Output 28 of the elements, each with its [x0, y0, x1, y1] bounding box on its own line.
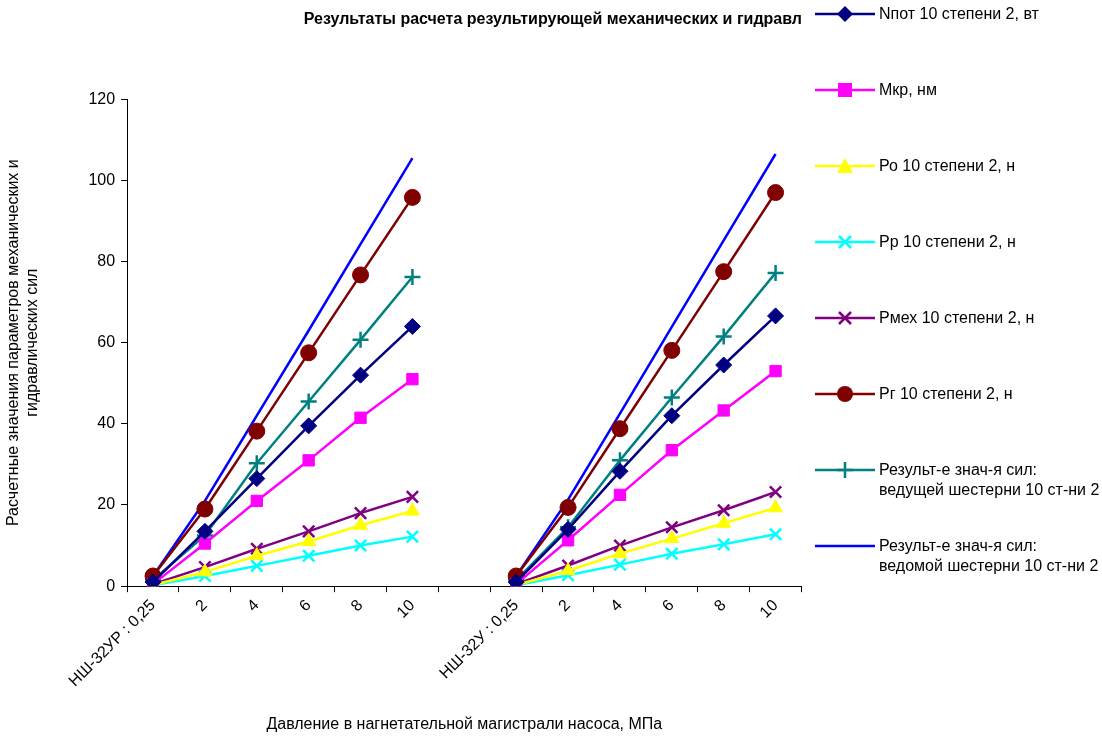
x-tick-label: 6 [295, 596, 314, 615]
x-tick-label: 10 [756, 596, 781, 621]
y-tick-label: 120 [88, 89, 116, 107]
legend-label: Рр 10 степени 2, н [879, 232, 1016, 252]
legend-label: Мкр, нм [879, 80, 937, 100]
y-tick-label: 60 [97, 333, 116, 351]
y-tick-label: 80 [97, 251, 116, 269]
chart-title: Результаты расчета результирующей механических и гидравл [303, 10, 802, 28]
x-tick-label: 2 [554, 596, 574, 615]
y-tick-label: 0 [106, 576, 116, 594]
x-tick-label: 8 [710, 596, 729, 615]
x-axis-title: Давление в нагнетательной магистрали насоса, МПа [266, 714, 663, 732]
x-tick-label: 4 [243, 596, 263, 615]
x-tick-label: 2 [191, 596, 211, 615]
legend-label: Рмех 10 степени 2, н [879, 308, 1035, 328]
legend-label: Рг 10 степени 2, н [879, 384, 1013, 404]
y-tick-label: 100 [88, 170, 116, 188]
legend-label: Nпот 10 степени 2, вт [879, 4, 1039, 24]
legend-label: Результ-е знач-я сил: ведомой шестерни 10 ст-ни 2 [879, 536, 1100, 576]
x-tick-label: 10 [393, 596, 418, 621]
x-tick-label: 6 [658, 596, 678, 615]
legend-label: Ро 10 степени 2, н [879, 156, 1016, 176]
y-tick-label: 40 [97, 414, 116, 432]
legend-label: Результ-е знач-я сил: ведущей шестерни 10 ст-ни 2 [879, 460, 1100, 500]
y-axis-title: Расчетные значения параметров механических и гидравлических сил [4, 159, 41, 527]
x-tick-label: 4 [606, 596, 626, 615]
y-tick-label: 20 [97, 495, 116, 513]
x-tick-label: 8 [347, 596, 366, 615]
